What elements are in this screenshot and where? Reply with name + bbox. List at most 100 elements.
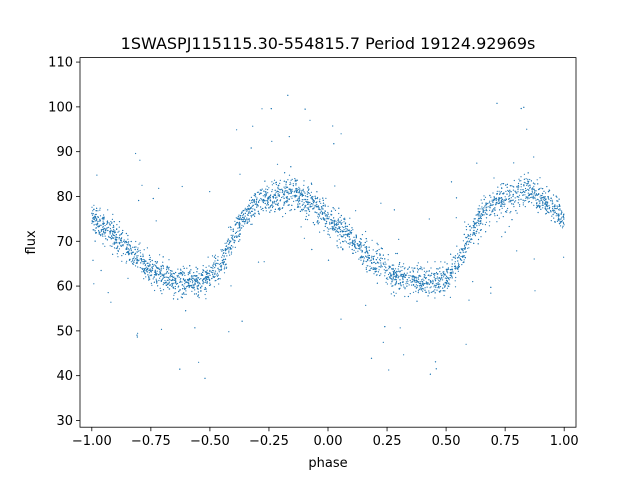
data-point <box>556 205 558 207</box>
data-point <box>253 200 256 202</box>
data-point <box>306 212 308 214</box>
data-point <box>475 232 477 234</box>
x-tick-label: 0.25 <box>373 434 402 449</box>
data-point <box>400 266 402 268</box>
data-point <box>251 205 253 207</box>
data-point <box>479 217 481 219</box>
data-point <box>540 194 542 196</box>
data-point <box>491 199 493 201</box>
data-point <box>269 197 271 199</box>
data-point <box>451 277 453 279</box>
data-point <box>111 245 113 247</box>
data-point <box>208 276 210 278</box>
data-point <box>123 240 125 242</box>
data-point <box>492 192 494 194</box>
data-point <box>143 268 145 270</box>
data-point <box>106 227 108 229</box>
data-point <box>368 249 370 251</box>
data-point <box>132 263 135 265</box>
data-point <box>554 211 556 213</box>
data-point <box>346 228 349 230</box>
data-point <box>205 290 207 292</box>
data-point <box>224 249 226 251</box>
data-point <box>181 297 183 299</box>
data-point <box>454 256 456 258</box>
data-point <box>464 245 466 247</box>
data-point <box>485 207 487 209</box>
data-point <box>155 266 158 268</box>
data-point <box>545 202 547 204</box>
data-point <box>228 250 230 252</box>
data-point <box>122 253 124 255</box>
data-point <box>178 272 180 275</box>
data-point <box>214 267 216 269</box>
x-tick-label: 1.00 <box>550 434 579 449</box>
data-point <box>402 279 404 281</box>
data-point <box>563 217 565 219</box>
data-point <box>234 240 236 242</box>
x-tick-label: −0.25 <box>249 434 289 449</box>
data-point <box>299 203 301 205</box>
data-point <box>542 188 544 190</box>
data-point <box>283 201 285 203</box>
data-point <box>93 208 95 211</box>
data-point <box>520 183 522 185</box>
data-point <box>423 270 426 272</box>
data-point <box>296 206 299 208</box>
data-point <box>418 288 420 290</box>
data-point <box>560 221 562 223</box>
data-point <box>524 206 526 208</box>
data-point <box>391 285 393 287</box>
data-point <box>185 290 187 292</box>
data-point <box>238 234 240 236</box>
data-point <box>278 207 280 210</box>
data-point <box>428 292 430 294</box>
data-point <box>192 275 194 277</box>
data-point <box>466 244 468 246</box>
data-point <box>265 194 267 196</box>
data-point <box>234 246 236 248</box>
data-point <box>184 288 186 290</box>
data-point <box>520 180 522 182</box>
data-point <box>480 213 482 215</box>
data-point <box>194 327 196 329</box>
data-point <box>286 201 288 203</box>
data-point <box>251 214 253 216</box>
data-point <box>241 220 243 223</box>
data-point <box>515 192 517 194</box>
data-point <box>511 219 513 221</box>
data-point <box>500 212 502 214</box>
data-point <box>267 202 269 205</box>
data-point <box>397 274 399 276</box>
data-point <box>193 293 196 295</box>
data-point <box>176 275 178 277</box>
data-point <box>383 269 385 271</box>
data-point <box>108 222 110 224</box>
data-point <box>161 279 163 281</box>
data-point <box>544 199 547 201</box>
data-point <box>439 267 441 269</box>
data-point <box>362 262 364 264</box>
data-point <box>537 211 539 214</box>
data-point <box>512 185 514 188</box>
data-point <box>259 189 261 191</box>
data-point <box>363 257 365 259</box>
data-point <box>403 263 405 265</box>
data-point <box>402 274 405 276</box>
data-point <box>174 278 176 280</box>
data-point <box>485 203 487 206</box>
data-point <box>206 281 208 283</box>
data-point <box>116 253 118 255</box>
data-point <box>386 269 388 271</box>
data-point <box>177 276 179 278</box>
data-point <box>203 277 205 279</box>
data-point <box>387 254 389 256</box>
data-point <box>153 264 155 266</box>
x-axis: −1.00 −0.75 −0.50 −0.25 0.00 0.25 0.50 0.75 1.00 <box>72 427 579 449</box>
data-point <box>243 221 245 223</box>
data-point <box>214 273 216 275</box>
data-point <box>123 239 125 241</box>
data-point <box>557 216 560 218</box>
data-point <box>395 292 397 294</box>
data-point <box>221 250 223 252</box>
